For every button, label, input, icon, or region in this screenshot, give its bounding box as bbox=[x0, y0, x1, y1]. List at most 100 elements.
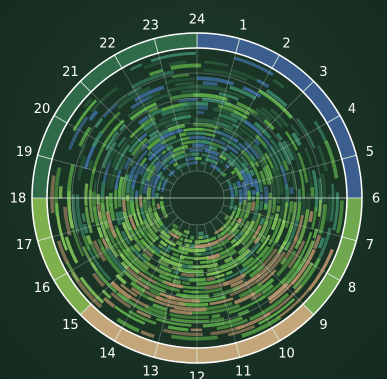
data-streak bbox=[159, 200, 166, 211]
data-streak bbox=[291, 132, 302, 146]
data-streak bbox=[237, 309, 250, 317]
data-streak bbox=[261, 156, 268, 165]
data-streak bbox=[105, 195, 110, 214]
data-streak bbox=[240, 169, 250, 185]
data-streak bbox=[129, 63, 143, 72]
data-streak bbox=[335, 200, 344, 234]
hour-label-23: 23 bbox=[142, 19, 159, 34]
data-streak bbox=[228, 184, 235, 198]
data-streak bbox=[187, 264, 209, 269]
data-streak bbox=[175, 162, 188, 171]
data-streak bbox=[329, 183, 335, 222]
data-streak bbox=[212, 107, 236, 118]
data-streak bbox=[160, 246, 170, 254]
data-streak bbox=[96, 226, 104, 239]
data-streak bbox=[105, 137, 115, 151]
data-streak bbox=[115, 273, 127, 285]
data-streak bbox=[188, 135, 206, 140]
data-streak bbox=[98, 211, 110, 242]
data-streak bbox=[92, 272, 105, 288]
data-streak bbox=[221, 145, 229, 152]
data-streak bbox=[101, 141, 117, 169]
hour-label-7: 7 bbox=[366, 238, 374, 253]
data-streak bbox=[255, 271, 269, 284]
data-streak bbox=[234, 291, 257, 305]
data-streak bbox=[135, 195, 139, 210]
data-streak bbox=[93, 180, 98, 194]
data-streak bbox=[254, 161, 260, 168]
data-streak bbox=[179, 254, 185, 260]
data-streak bbox=[202, 97, 232, 107]
data-streak bbox=[71, 194, 80, 233]
data-streak bbox=[220, 271, 240, 282]
data-streak bbox=[317, 237, 325, 249]
data-streak bbox=[290, 124, 301, 137]
data-streak bbox=[205, 236, 217, 243]
data-streak bbox=[113, 305, 146, 325]
data-streak bbox=[223, 273, 247, 287]
grid-spoke-11 bbox=[203, 223, 237, 343]
data-streak bbox=[265, 251, 286, 275]
data-streak bbox=[83, 140, 98, 170]
data-streak bbox=[271, 198, 277, 214]
data-streak bbox=[143, 219, 155, 236]
hour-label-3: 3 bbox=[319, 65, 327, 80]
data-streak bbox=[158, 273, 173, 282]
data-streak bbox=[230, 222, 240, 233]
grid-spoke-4 bbox=[220, 122, 328, 185]
data-streak bbox=[253, 144, 266, 160]
data-streak bbox=[259, 170, 267, 186]
data-streak bbox=[85, 234, 93, 245]
hour-label-19: 19 bbox=[16, 145, 33, 160]
data-streak bbox=[198, 231, 204, 236]
data-streak bbox=[263, 203, 268, 210]
data-streak bbox=[91, 130, 104, 148]
data-streak bbox=[130, 94, 154, 110]
data-streak bbox=[100, 111, 121, 134]
data-streak bbox=[153, 211, 160, 221]
data-streak bbox=[181, 140, 196, 146]
data-streak bbox=[224, 256, 234, 264]
grid-spoke-17 bbox=[52, 204, 172, 238]
data-streak bbox=[159, 249, 171, 258]
data-streak bbox=[264, 152, 276, 173]
data-streak bbox=[152, 303, 168, 312]
grid-layer bbox=[32, 48, 362, 348]
data-streak bbox=[311, 207, 318, 229]
data-streak bbox=[260, 193, 263, 200]
data-streak bbox=[269, 138, 286, 163]
data-streak bbox=[162, 179, 168, 187]
rim-segment-15 bbox=[53, 272, 92, 316]
data-streak bbox=[157, 258, 170, 268]
data-streak bbox=[177, 276, 192, 282]
data-streak bbox=[276, 188, 280, 204]
data-streak bbox=[212, 246, 224, 254]
data-streak bbox=[169, 312, 209, 320]
data-streak bbox=[318, 204, 328, 235]
grid-spoke-1 bbox=[203, 53, 237, 173]
data-streak bbox=[130, 137, 148, 157]
data-streak bbox=[202, 321, 225, 328]
data-streak bbox=[227, 324, 256, 337]
data-streak bbox=[237, 217, 243, 224]
data-streak bbox=[147, 296, 177, 309]
data-streak bbox=[183, 127, 204, 132]
data-streak bbox=[83, 98, 93, 108]
data-streak bbox=[138, 291, 155, 302]
data-streak bbox=[296, 240, 316, 272]
data-streak bbox=[272, 78, 285, 89]
data-streak bbox=[295, 201, 302, 222]
data-streak bbox=[241, 256, 255, 268]
data-streak bbox=[152, 197, 156, 205]
data-streak bbox=[133, 146, 145, 161]
data-streak bbox=[232, 137, 239, 144]
hour-label-22: 22 bbox=[99, 36, 116, 51]
data-streak bbox=[133, 149, 148, 170]
data-streak bbox=[307, 248, 334, 291]
data-streak bbox=[180, 136, 190, 141]
grid-spoke-7 bbox=[222, 204, 342, 238]
data-streak bbox=[206, 276, 216, 282]
data-streak bbox=[79, 276, 105, 304]
data-streak bbox=[222, 316, 243, 326]
